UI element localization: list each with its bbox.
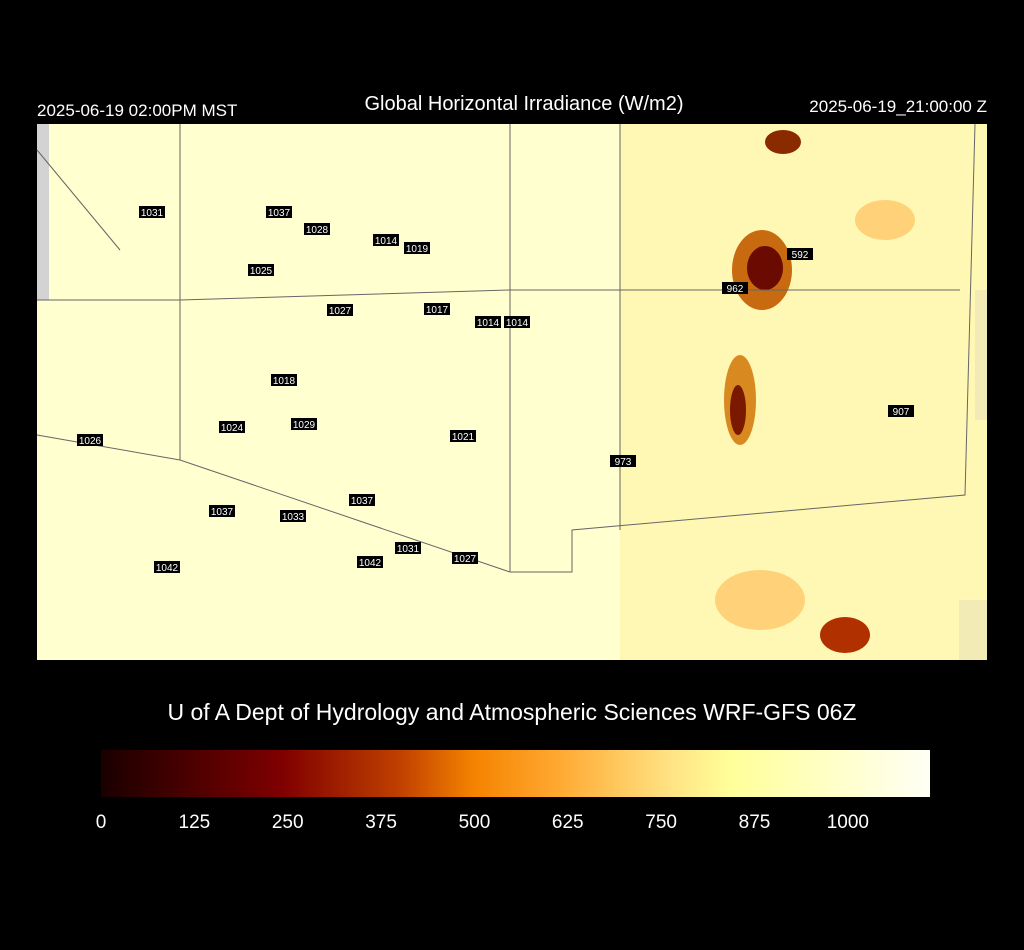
pressure-label: 1037	[351, 496, 374, 507]
pressure-label: 1033	[282, 512, 305, 523]
label-box	[450, 430, 476, 442]
colorbar-tick-label: 500	[459, 812, 491, 833]
colorbar-tick-label: 125	[179, 812, 211, 833]
label-box	[475, 316, 501, 328]
pressure-label: 1027	[329, 306, 352, 317]
pressure-label: 1014	[506, 318, 529, 329]
label-box	[888, 405, 914, 417]
label-box	[395, 542, 421, 554]
pressure-label: 1021	[452, 432, 475, 443]
colorbar-tick-label: 1000	[827, 812, 869, 833]
pressure-label: 962	[727, 284, 744, 295]
label-box	[327, 304, 353, 316]
pressure-label: 973	[615, 457, 632, 468]
label-box	[424, 303, 450, 315]
map	[36, 123, 987, 660]
label-box	[722, 282, 748, 294]
pressure-label: 1024	[221, 423, 244, 434]
label-box	[787, 248, 813, 260]
pressure-label: 1019	[406, 244, 429, 255]
pressure-label: 1014	[375, 236, 398, 247]
pressure-label: 1018	[273, 376, 296, 387]
pressure-label: 1028	[306, 225, 329, 236]
colorbar-tick-label: 0	[96, 812, 107, 833]
pressure-label: 907	[893, 407, 910, 418]
label-box	[139, 206, 165, 218]
irradiance-field	[620, 124, 987, 660]
map-title: Global Horizontal Irradiance (W/m2)	[365, 93, 684, 115]
label-box	[404, 242, 430, 254]
label-box	[209, 505, 235, 517]
pressure-label: 1017	[426, 305, 449, 316]
valid-time-local: 2025-06-19 02:00PM MST	[37, 101, 237, 120]
pressure-label: 1037	[268, 208, 291, 219]
label-box	[349, 494, 375, 506]
pressure-label: 1031	[141, 208, 164, 219]
pressure-label: 1037	[211, 507, 234, 518]
colorbar	[101, 750, 930, 797]
credit: U of A Dept of Hydrology and Atmospheric…	[167, 699, 856, 725]
label-box	[271, 374, 297, 386]
colorbar-tick-label: 375	[365, 812, 397, 833]
label-box	[280, 510, 306, 522]
label-box	[219, 421, 245, 433]
colorbar-tick-label: 625	[552, 812, 584, 833]
colorbar-tick-label: 250	[272, 812, 304, 833]
pressure-label: 1042	[156, 563, 179, 574]
cloud-cover	[715, 130, 915, 653]
pressure-label: 1014	[477, 318, 500, 329]
pressure-label: 1027	[454, 554, 477, 565]
valid-time-utc: 2025-06-19_21:00:00 Z	[809, 97, 987, 116]
pressure-label: 1029	[293, 420, 316, 431]
colorbar-tick-label: 750	[645, 812, 677, 833]
label-box	[357, 556, 383, 568]
label-box	[248, 264, 274, 276]
pressure-label: 1031	[397, 544, 420, 555]
colorbar-tick-label: 875	[739, 812, 771, 833]
no-data-strip	[37, 124, 49, 300]
label-box	[77, 434, 103, 446]
pressure-label: 1042	[359, 558, 382, 569]
pressure-label: 1026	[79, 436, 102, 447]
pressure-label: 1025	[250, 266, 273, 277]
label-box	[304, 223, 330, 235]
label-box	[154, 561, 180, 573]
label-box	[504, 316, 530, 328]
label-box	[452, 552, 478, 564]
label-box	[266, 206, 292, 218]
label-box	[610, 455, 636, 467]
pressure-label: 592	[792, 250, 809, 261]
label-box	[291, 418, 317, 430]
label-box	[373, 234, 399, 246]
